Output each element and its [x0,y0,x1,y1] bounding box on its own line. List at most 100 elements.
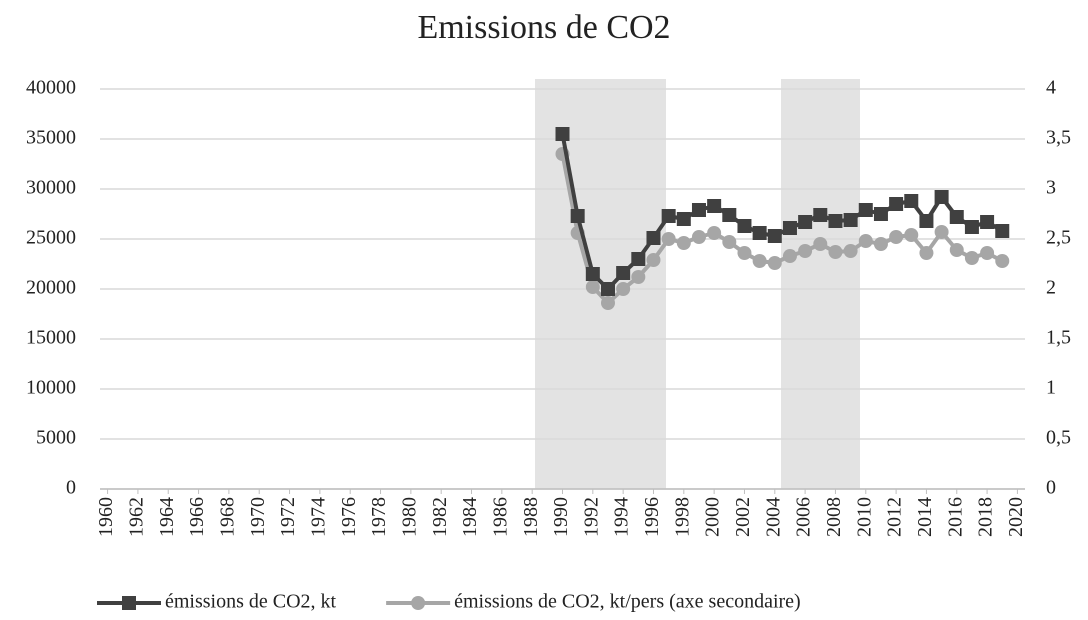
x-tick-label: 2004 [762,497,784,537]
marker [889,230,904,244]
marker [676,212,691,226]
marker [737,219,752,233]
marker [752,254,767,268]
x-tick-label: 1992 [580,497,602,537]
marker [843,244,858,258]
marker [873,237,888,251]
x-tick-label: 2012 [884,497,906,537]
y-tick-label: 40000 [26,77,76,99]
marker [995,254,1010,268]
y2-tick-label: 2,5 [1046,227,1071,249]
x-tick-label: 1966 [186,497,208,537]
y-tick-label: 10000 [26,377,76,399]
x-tick-label: 1970 [247,497,269,537]
marker [889,197,904,211]
x-tick-label: 2008 [823,497,845,537]
marker [828,214,843,228]
marker [843,213,858,227]
x-tick-label: 1996 [641,497,663,537]
marker [798,244,813,258]
y2-tick-label: 0,5 [1046,427,1071,449]
marker [631,270,646,284]
x-tick-label: 2014 [914,497,936,537]
chart-title: Emissions de CO2 [417,9,670,46]
marker [858,203,873,217]
marker [646,253,661,267]
y2-tick-label: 4 [1046,77,1056,99]
y-tick-label: 0 [66,477,76,499]
y-tick-label: 20000 [26,277,76,299]
x-tick-label: 1976 [338,497,360,537]
legend-item: émissions de CO2, kt/pers (axe secondair… [386,591,801,613]
marker [828,245,843,259]
y-tick-label: 5000 [36,427,76,449]
y2-tick-label: 2 [1046,277,1056,299]
y-tick-label: 15000 [26,327,76,349]
marker [585,267,600,281]
marker [904,194,919,208]
marker [616,282,631,296]
legend-label: émissions de CO2, kt/pers (axe secondair… [454,591,801,613]
marker [980,215,995,229]
marker [949,210,964,224]
marker [737,246,752,260]
y-tick-label: 25000 [26,227,76,249]
marker [646,231,661,245]
marker [873,207,888,221]
legend-label: émissions de CO2, kt [165,591,337,613]
marker [813,237,828,251]
x-tick-label: 1988 [520,497,542,537]
marker [585,280,600,294]
x-tick-label: 1982 [429,497,451,537]
marker [570,209,585,223]
marker [798,215,813,229]
marker [934,225,949,239]
x-tick-label: 1986 [489,497,511,537]
marker [722,208,737,222]
marker [752,226,767,240]
marker [782,249,797,263]
marker [904,228,919,242]
marker [722,235,737,249]
marker [964,251,979,265]
y2-tick-label: 1 [1046,377,1056,399]
marker [782,221,797,235]
x-tick-label: 1960 [95,497,117,537]
marker [919,214,934,228]
x-tick-label: 1980 [398,497,420,537]
marker [767,256,782,270]
marker [949,243,964,257]
marker [555,127,570,141]
marker [691,230,706,244]
marker [676,236,691,250]
y-tick-label: 35000 [26,127,76,149]
x-tick-label: 2006 [793,497,815,537]
marker [600,296,615,310]
marker [964,220,979,234]
marker [600,282,615,296]
x-tick-label: 1978 [368,497,390,537]
marker [934,190,949,204]
marker [661,209,676,223]
marker [661,232,676,246]
marker [858,234,873,248]
x-tick-label: 1964 [156,497,178,537]
legend-marker [411,596,426,610]
x-tick-label: 2000 [702,497,724,537]
x-tick-label: 1998 [671,497,693,537]
x-tick-label: 1984 [459,497,481,537]
marker [707,226,722,240]
marker [980,246,995,260]
x-tick-label: 1962 [126,497,148,537]
y2-tick-label: 1,5 [1046,327,1071,349]
marker [767,229,782,243]
x-tick-label: 1990 [550,497,572,537]
marker [995,224,1010,238]
marker [919,246,934,260]
marker [813,208,828,222]
legend-marker [122,596,136,610]
shaded-band [781,79,860,489]
legend-item: émissions de CO2, kt [97,591,337,613]
marker [616,266,631,280]
